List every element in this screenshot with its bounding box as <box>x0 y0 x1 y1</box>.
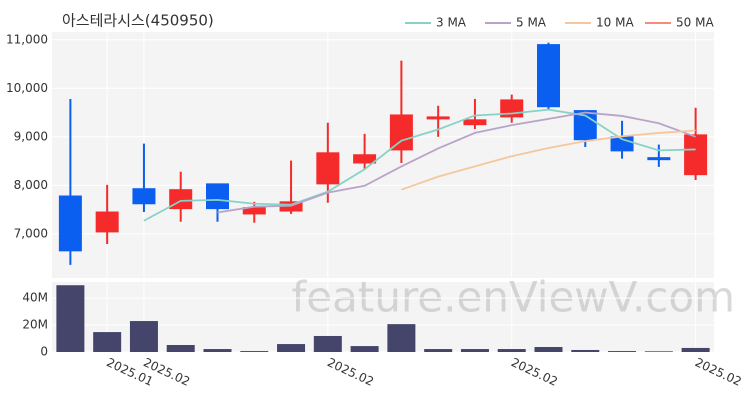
volume-bar <box>681 347 710 352</box>
y-tick-label: 40M <box>22 291 48 305</box>
volume-bar <box>129 321 158 352</box>
volume-bar <box>534 347 563 352</box>
candle-body <box>573 110 597 141</box>
x-tick-label: 2025.02 <box>325 355 376 389</box>
volume-bar <box>387 324 416 352</box>
candle-body <box>353 154 377 164</box>
candle-body <box>58 195 82 252</box>
y-tick-label: 8,000 <box>14 178 48 192</box>
candle-body <box>426 116 450 120</box>
volume-bar <box>644 351 673 352</box>
candle-body <box>647 157 671 161</box>
y-tick-label: 20M <box>22 318 48 332</box>
candle-body <box>537 44 560 108</box>
legend-label: 3 MA <box>436 16 467 30</box>
candle-body <box>95 211 119 233</box>
candle-body <box>684 134 708 176</box>
legend-label: 50 MA <box>676 16 714 30</box>
volume-plot-bg <box>52 282 714 352</box>
candle-body <box>132 188 156 205</box>
volume-bar <box>350 346 379 352</box>
volume-bar <box>571 349 600 352</box>
volume-bar <box>166 345 195 352</box>
volume-bar <box>240 351 269 352</box>
volume-bar <box>497 349 526 352</box>
candle-body <box>389 114 413 151</box>
watermark: feature.enViewV.com <box>292 273 735 322</box>
y-tick-label: 0 <box>40 345 48 359</box>
volume-bar <box>313 335 342 352</box>
volume-bar <box>608 351 637 352</box>
y-tick-label: 11,000 <box>6 32 48 46</box>
ma-line <box>401 129 696 191</box>
volume-bar <box>460 349 489 352</box>
volume-bar <box>56 285 85 352</box>
y-tick-label: 7,000 <box>14 226 48 240</box>
candle-body <box>463 119 487 126</box>
legend-label: 10 MA <box>596 16 634 30</box>
candle-body <box>206 183 229 210</box>
volume-bar <box>424 349 453 352</box>
y-tick-label: 10,000 <box>6 81 48 95</box>
legend-label: 5 MA <box>516 16 547 30</box>
x-tick-label: 2025.02 <box>693 355 744 389</box>
volume-bar <box>277 344 306 352</box>
volume-bar <box>203 349 232 352</box>
ma-line <box>143 108 696 222</box>
candle-body <box>242 207 266 215</box>
chart-title: 아스테라시스(450950) <box>62 12 214 30</box>
candle-body <box>316 152 340 185</box>
y-tick-label: 9,000 <box>14 129 48 143</box>
x-tick-label: 2025.02 <box>509 355 560 389</box>
volume-bar <box>93 332 122 352</box>
ma-line <box>217 111 696 214</box>
